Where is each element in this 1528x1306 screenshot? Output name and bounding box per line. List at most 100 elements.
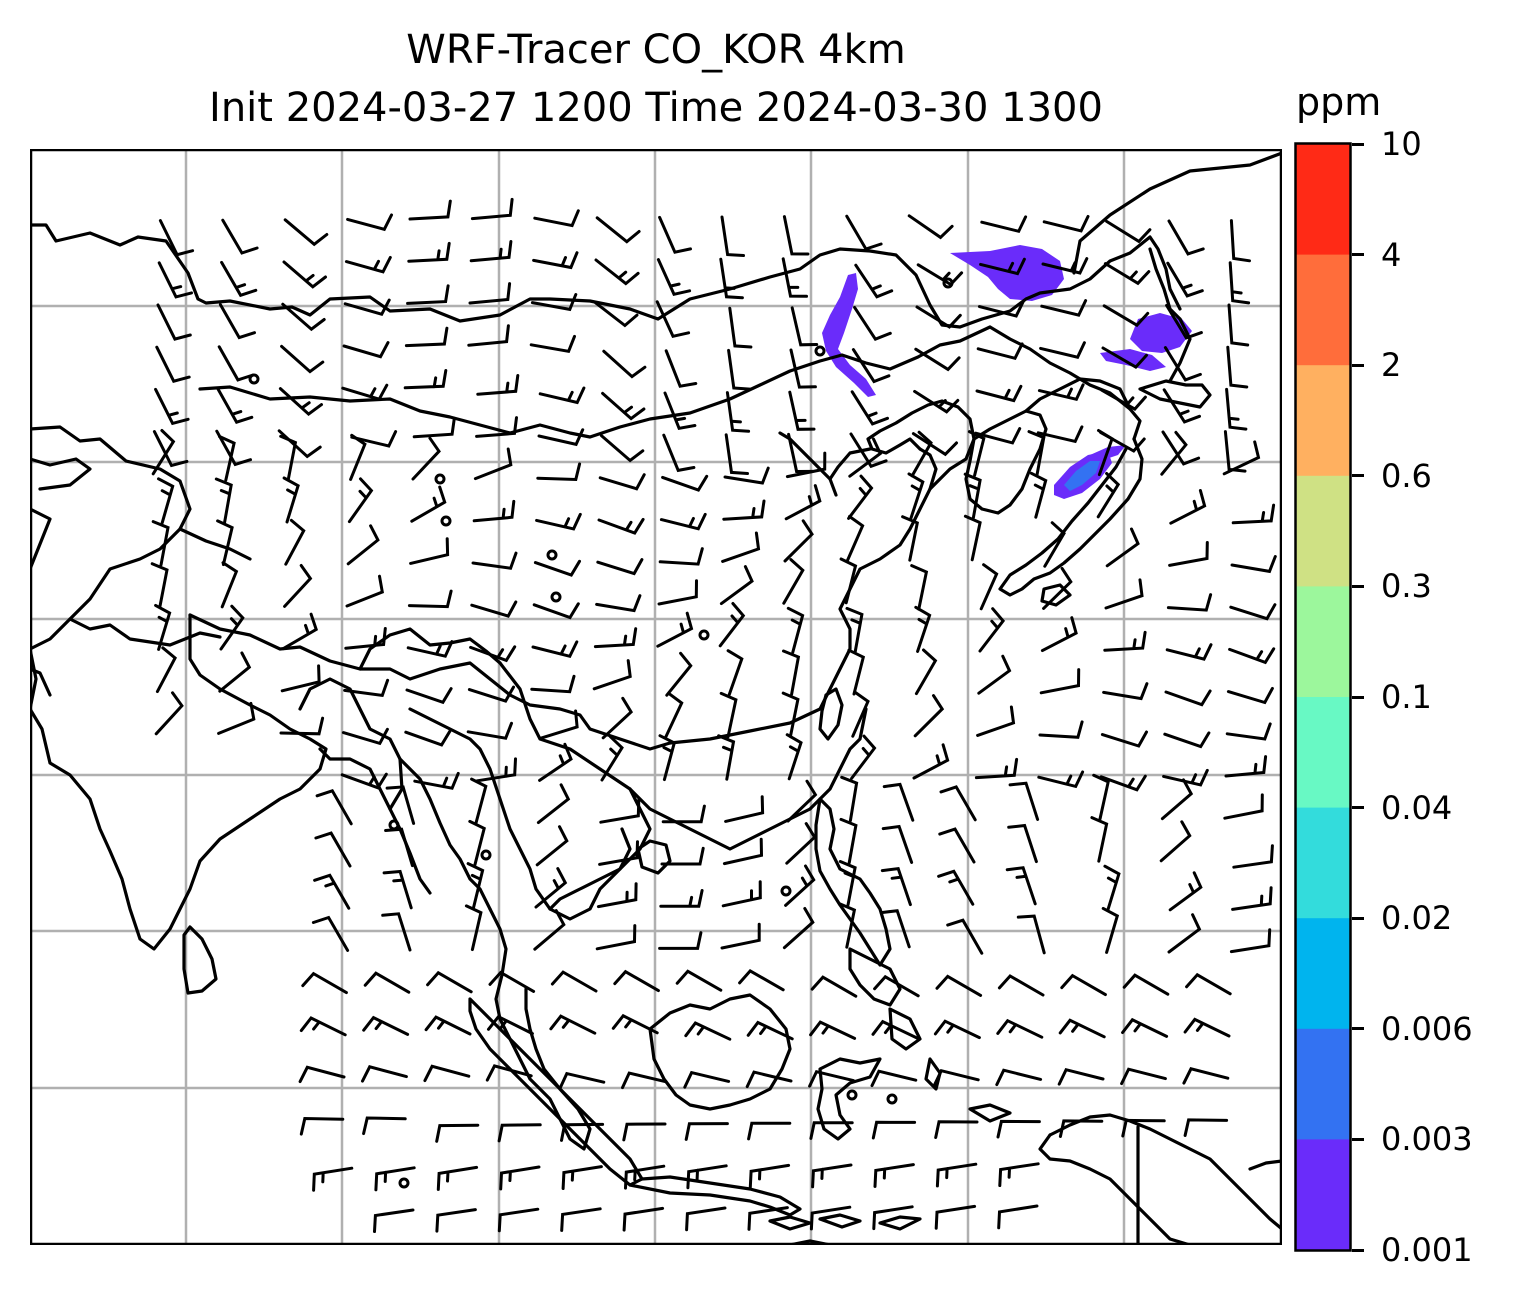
wind-barb xyxy=(914,648,938,696)
wind-barb xyxy=(871,1019,919,1040)
wind-barb xyxy=(872,1205,914,1231)
wind-barb xyxy=(977,654,1012,695)
wind-barb xyxy=(217,701,256,735)
wind-barb xyxy=(1039,341,1086,359)
wind-barb xyxy=(809,1205,852,1231)
wind-barb xyxy=(847,474,874,520)
wind-barb xyxy=(599,434,645,463)
wind-barb xyxy=(221,218,259,255)
wind-barb xyxy=(1223,430,1247,473)
wind-barb xyxy=(529,334,576,353)
wind-barb xyxy=(485,1064,533,1082)
wind-barb xyxy=(946,918,984,955)
wind-barb xyxy=(1099,774,1147,792)
wind-barb xyxy=(470,600,518,618)
colorbar-swatch xyxy=(1296,1139,1350,1251)
wind-barb xyxy=(845,515,865,563)
wind-barb xyxy=(1224,755,1268,778)
colorbar xyxy=(1294,142,1352,1252)
calm-circle xyxy=(780,885,792,897)
wind-barb xyxy=(404,729,452,747)
wind-barb xyxy=(533,909,566,951)
wind-barb xyxy=(412,416,456,439)
wind-barb xyxy=(362,1116,407,1136)
wind-barb xyxy=(974,757,1019,780)
colorbar-tick-label: 0.02 xyxy=(1381,899,1453,938)
wind-barb xyxy=(907,472,925,520)
map-panel xyxy=(30,149,1282,1245)
wind-barb xyxy=(719,691,738,739)
wind-barb xyxy=(977,300,1025,318)
wind-barb xyxy=(471,551,518,570)
wind-barb xyxy=(313,873,351,910)
wind-barb xyxy=(1160,430,1188,476)
wind-barb xyxy=(151,520,170,567)
wind-barb xyxy=(468,282,512,305)
wind-barb xyxy=(1090,816,1109,863)
wind-barb xyxy=(1121,1118,1166,1138)
wind-barb xyxy=(933,1019,981,1040)
wind-barb xyxy=(1121,1017,1169,1038)
wind-barb xyxy=(726,649,744,697)
wind-barb xyxy=(280,664,321,693)
wind-barb xyxy=(1122,973,1170,996)
wind-barb xyxy=(593,627,638,649)
wind-barb xyxy=(840,775,859,823)
wind-barb xyxy=(344,627,387,650)
wind-barb xyxy=(976,705,1016,737)
wind-barb xyxy=(344,256,392,274)
wind-barbs xyxy=(150,197,1277,1233)
wind-barb xyxy=(1160,778,1194,821)
calm-circle xyxy=(398,1177,410,1189)
wind-barb xyxy=(1092,773,1110,821)
wind-barb xyxy=(747,1121,792,1141)
wind-barb xyxy=(882,782,915,822)
wind-barb xyxy=(405,687,453,705)
wind-barb xyxy=(658,931,703,950)
wind-barb xyxy=(809,1121,854,1140)
wind-barb xyxy=(996,1119,1041,1139)
wind-barb xyxy=(1164,689,1212,707)
wind-barb xyxy=(468,819,486,867)
wind-barb xyxy=(596,882,638,909)
wind-barb xyxy=(1167,913,1202,954)
wind-barb xyxy=(347,477,374,524)
wind-barb xyxy=(980,215,1028,234)
wind-barb xyxy=(403,369,448,390)
wind-barb xyxy=(1232,844,1274,869)
wind-barb xyxy=(938,827,976,864)
wind-barb xyxy=(373,1208,415,1233)
wind-barb xyxy=(1043,521,1066,568)
colorbar-swatch xyxy=(1296,807,1350,919)
wind-barb xyxy=(1183,1118,1229,1137)
wind-barb xyxy=(151,429,176,476)
calm-circle xyxy=(846,1089,858,1101)
wind-barb xyxy=(1100,730,1148,748)
wind-barb xyxy=(299,1116,345,1136)
wind-barb xyxy=(727,348,752,391)
wind-barb xyxy=(534,867,568,909)
wind-barb xyxy=(596,558,644,576)
wind-barb xyxy=(1103,864,1121,912)
wind-barb xyxy=(995,1068,1043,1087)
wind-barb xyxy=(782,215,810,256)
wind-barb xyxy=(684,1021,732,1041)
wind-barb xyxy=(1105,219,1152,244)
wind-barb xyxy=(870,1069,918,1088)
wind-barb xyxy=(932,1068,980,1087)
wind-barb xyxy=(407,241,451,263)
wind-barb xyxy=(218,435,236,482)
wind-barb xyxy=(782,649,801,696)
wind-barb xyxy=(683,1070,731,1089)
wind-barb xyxy=(838,902,857,949)
colorbar-tick xyxy=(1352,1027,1364,1031)
wind-barb xyxy=(350,430,398,448)
wind-barb xyxy=(661,474,709,492)
coastlines-and-borders xyxy=(30,151,1282,1245)
colorbar-tick xyxy=(1352,584,1364,588)
wind-barb xyxy=(436,1165,479,1191)
wind-barb xyxy=(784,864,816,907)
wind-barb xyxy=(810,975,858,998)
calm-circle xyxy=(814,345,826,357)
wind-barb xyxy=(1102,304,1150,328)
